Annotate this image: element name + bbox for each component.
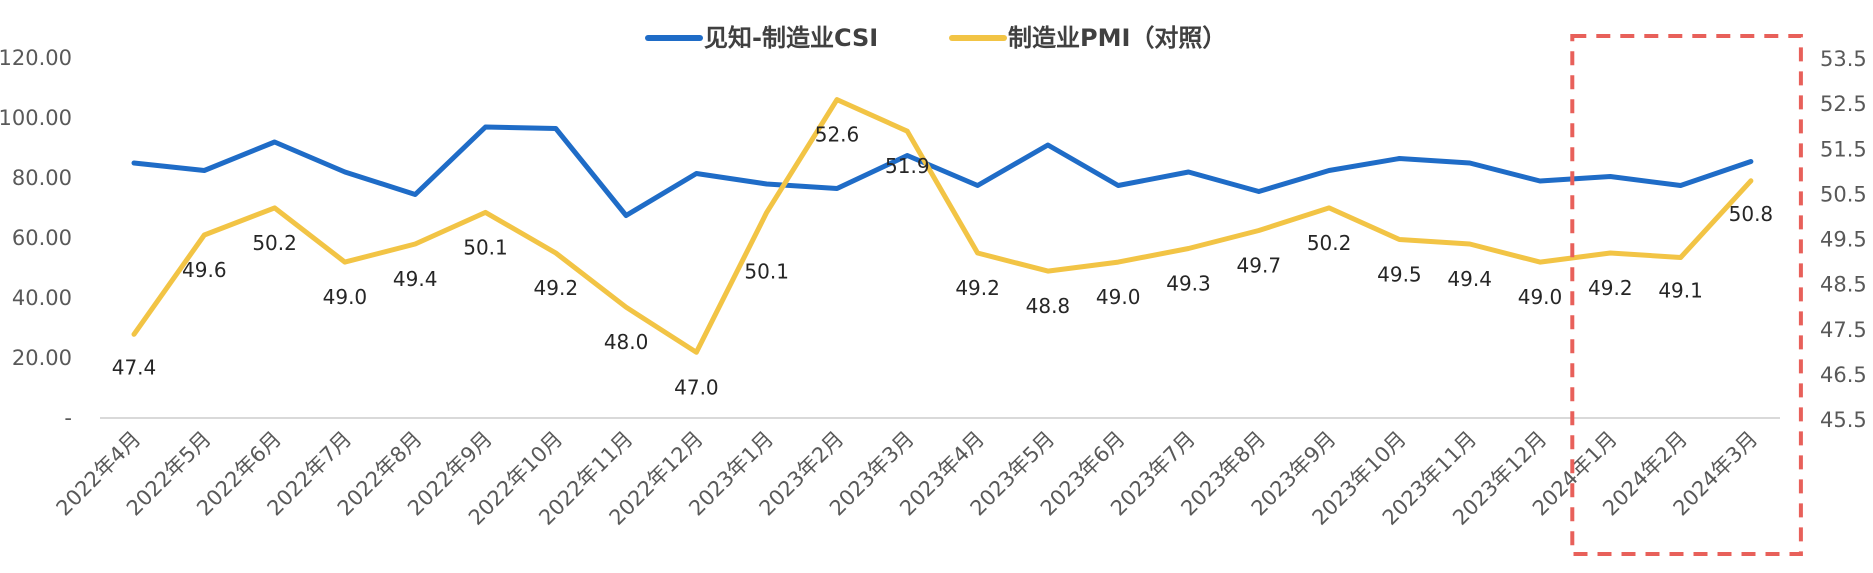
- right-axis-tick-label: 45.5: [1820, 408, 1867, 432]
- data-label: 47.0: [674, 375, 719, 399]
- right-axis-tick-label: 46.5: [1820, 363, 1867, 387]
- data-label: 49.0: [1518, 285, 1563, 309]
- left-axis-tick-label: 120.00: [0, 46, 72, 70]
- right-axis-tick-label: 51.5: [1820, 137, 1867, 161]
- data-label: 47.4: [112, 355, 157, 379]
- data-label: 49.0: [323, 285, 368, 309]
- left-axis-tick-label: -: [64, 406, 72, 430]
- legend-label: 制造业PMI（对照）: [1008, 24, 1226, 52]
- data-label: 50.2: [1307, 231, 1352, 255]
- series-line: [131, 124, 1754, 218]
- data-label: 49.2: [1588, 276, 1633, 300]
- data-label: 51.9: [885, 154, 930, 178]
- right-axis-tick-label: 52.5: [1820, 92, 1867, 116]
- data-label: 48.8: [1026, 294, 1071, 318]
- data-label: 49.6: [182, 258, 227, 282]
- right-axis-tick-label: 48.5: [1820, 273, 1867, 297]
- data-label: 50.1: [744, 259, 789, 283]
- right-axis-tick-label: 47.5: [1820, 318, 1867, 342]
- left-axis-tick-label: 20.00: [12, 346, 72, 370]
- data-label: 49.4: [393, 267, 438, 291]
- data-label: 50.1: [463, 235, 508, 259]
- data-label: 50.8: [1729, 202, 1774, 226]
- right-axis-tick-label: 49.5: [1820, 228, 1867, 252]
- right-axis-tick-label: 50.5: [1820, 182, 1867, 206]
- data-label: 49.2: [534, 276, 579, 300]
- left-axis-tick-label: 60.00: [12, 226, 72, 250]
- data-label: 52.6: [815, 123, 860, 147]
- data-label: 49.1: [1658, 279, 1703, 303]
- data-label: 49.4: [1447, 267, 1492, 291]
- data-label: 49.2: [955, 276, 1000, 300]
- data-label: 49.0: [1096, 285, 1141, 309]
- data-label: 49.3: [1166, 272, 1211, 296]
- data-label: 49.7: [1237, 253, 1282, 277]
- data-label: 49.5: [1377, 263, 1422, 287]
- right-axis-tick-label: 53.5: [1820, 47, 1867, 71]
- highlight-box: [1570, 34, 1803, 556]
- left-axis-tick-label: 40.00: [12, 286, 72, 310]
- left-axis-tick-label: 100.00: [0, 106, 72, 130]
- data-label: 48.0: [604, 330, 649, 354]
- data-label: 50.2: [252, 231, 297, 255]
- legend-label: 见知-制造业CSI: [704, 24, 878, 52]
- left-axis-tick-label: 80.00: [12, 166, 72, 190]
- series-line: [131, 97, 1754, 355]
